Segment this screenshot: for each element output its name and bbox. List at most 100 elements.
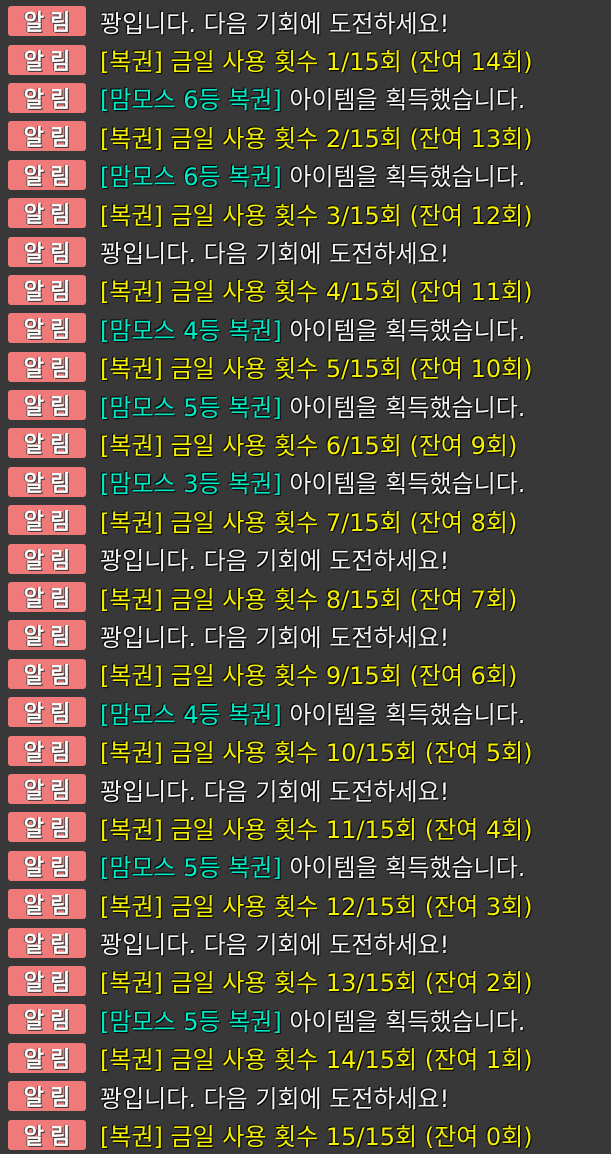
message-text: [맘모스 5등 복권] 아이템을 획득했습니다. (100, 848, 525, 883)
chat-message: 알림 [맘모스 4등 복권] 아이템을 획득했습니다. (0, 309, 611, 347)
item-acquired-text: 아이템을 획득했습니다. (281, 163, 526, 192)
chat-message: 알림 꽝입니다. 다음 기회에 도전하세요! (0, 539, 611, 577)
notice-badge: 알림 (8, 198, 86, 229)
chat-message: 알림 꽝입니다. 다음 기회에 도전하세요! (0, 232, 611, 270)
item-acquired-text: 아이템을 획득했습니다. (281, 470, 526, 499)
notice-badge: 알림 (8, 82, 86, 113)
item-acquired-text: 아이템을 획득했습니다. (281, 393, 526, 422)
notice-badge: 알림 (8, 850, 86, 881)
chat-message: 알림 [맘모스 4등 복권] 아이템을 획득했습니다. (0, 693, 611, 731)
notice-badge: 알림 (8, 965, 86, 996)
message-text: [맘모스 6등 복권] 아이템을 획득했습니다. (100, 157, 525, 192)
notice-badge: 알림 (8, 428, 86, 459)
notice-badge: 알림 (8, 390, 86, 421)
chat-message: 알림 [복권] 금일 사용 횟수 8/15회 (잔여 7회) (0, 578, 611, 616)
notice-badge: 알림 (8, 236, 86, 267)
chat-message: 알림 [복권] 금일 사용 횟수 14/15회 (잔여 1회) (0, 1039, 611, 1077)
notice-badge: 알림 (8, 1004, 86, 1035)
item-name: [맘모스 6등 복권] (100, 163, 282, 192)
notice-badge: 알림 (8, 1119, 86, 1150)
message-text: [복권] 금일 사용 횟수 3/15회 (잔여 12회) (100, 201, 533, 230)
message-text: [복권] 금일 사용 횟수 7/15회 (잔여 8회) (100, 508, 518, 537)
notice-badge: 알림 (8, 121, 86, 152)
item-name: [맘모스 6등 복권] (100, 86, 282, 115)
chat-message: 알림 [맘모스 5등 복권] 아이템을 획득했습니다. (0, 847, 611, 885)
item-acquired-text: 아이템을 획득했습니다. (281, 854, 526, 883)
notice-badge: 알림 (8, 466, 86, 497)
notice-badge: 알림 (8, 620, 86, 651)
chat-message: 알림 [맘모스 6등 복권] 아이템을 획득했습니다. (0, 156, 611, 194)
chat-message: 알림 [복권] 금일 사용 횟수 6/15회 (잔여 9회) (0, 424, 611, 462)
item-acquired-text: 아이템을 획득했습니다. (281, 316, 526, 345)
notice-badge: 알림 (8, 812, 86, 843)
notice-badge: 알림 (8, 582, 86, 613)
notice-badge: 알림 (8, 1042, 86, 1073)
chat-message: 알림 [복권] 금일 사용 횟수 7/15회 (잔여 8회) (0, 501, 611, 539)
item-name: [맘모스 4등 복권] (100, 700, 282, 729)
chat-message: 알림 [복권] 금일 사용 횟수 3/15회 (잔여 12회) (0, 194, 611, 232)
chat-message: 알림 [맘모스 5등 복권] 아이템을 획득했습니다. (0, 386, 611, 424)
notice-badge: 알림 (8, 774, 86, 804)
message-text: 꽝입니다. 다음 기회에 도전하세요! (100, 623, 450, 652)
message-text: [맘모스 5등 복권] 아이템을 획득했습니다. (100, 1002, 525, 1037)
chat-message: 알림 [복권] 금일 사용 횟수 15/15회 (잔여 0회) (0, 1115, 611, 1153)
message-text: [맘모스 4등 복권] 아이템을 획득했습니다. (100, 695, 525, 730)
item-acquired-text: 아이템을 획득했습니다. (281, 1007, 526, 1036)
message-text: [맘모스 6등 복권] 아이템을 획득했습니다. (100, 80, 525, 115)
notice-badge: 알림 (8, 927, 86, 958)
message-text: [맘모스 4등 복권] 아이템을 획득했습니다. (100, 311, 525, 346)
message-text: 꽝입니다. 다음 기회에 도전하세요! (100, 1084, 450, 1113)
chat-message: 알림 [복권] 금일 사용 횟수 10/15회 (잔여 5회) (0, 731, 611, 769)
item-acquired-text: 아이템을 획득했습니다. (281, 700, 526, 729)
notice-badge: 알림 (8, 735, 86, 766)
notice-badge: 알림 (8, 44, 86, 75)
chat-message: 알림 꽝입니다. 다음 기회에 도전하세요! (0, 923, 611, 961)
chat-message: 알림 [복권] 금일 사용 횟수 11/15회 (잔여 4회) (0, 808, 611, 846)
message-text: [복권] 금일 사용 횟수 8/15회 (잔여 7회) (100, 585, 518, 614)
message-text: [복권] 금일 사용 횟수 10/15회 (잔여 5회) (100, 739, 533, 768)
chat-message: 알림 [맘모스 5등 복권] 아이템을 획득했습니다. (0, 1000, 611, 1038)
message-text: [복권] 금일 사용 횟수 1/15회 (잔여 14회) (100, 48, 533, 77)
message-text: 꽝입니다. 다음 기회에 도전하세요! (100, 777, 450, 806)
notice-badge: 알림 (8, 1081, 86, 1112)
notice-badge: 알림 (8, 6, 86, 37)
chat-message: 알림 꽝입니다. 다음 기회에 도전하세요! (0, 770, 611, 808)
item-acquired-text: 아이템을 획득했습니다. (281, 86, 526, 115)
notice-badge: 알림 (8, 274, 86, 305)
message-text: [복권] 금일 사용 횟수 5/15회 (잔여 10회) (100, 355, 533, 384)
message-text: 꽝입니다. 다음 기회에 도전하세요! (100, 240, 450, 269)
chat-message: 알림 [복권] 금일 사용 횟수 13/15회 (잔여 2회) (0, 962, 611, 1000)
item-name: [맘모스 5등 복권] (100, 1007, 282, 1036)
chat-message: 알림 꽝입니다. 다음 기회에 도전하세요! (0, 1077, 611, 1115)
message-text: [복권] 금일 사용 횟수 11/15회 (잔여 4회) (100, 815, 533, 844)
message-text: [복권] 금일 사용 횟수 13/15회 (잔여 2회) (100, 969, 533, 998)
chat-message: 알림 꽝입니다. 다음 기회에 도전하세요! (0, 616, 611, 654)
chat-message: 알림 [복권] 금일 사용 횟수 1/15회 (잔여 14회) (0, 40, 611, 78)
chat-message: 알림 꽝입니다. 다음 기회에 도전하세요! (0, 2, 611, 40)
item-name: [맘모스 5등 복권] (100, 854, 282, 883)
chat-message: 알림 [복권] 금일 사용 횟수 9/15회 (잔여 6회) (0, 655, 611, 693)
chat-message: 알림 [복권] 금일 사용 횟수 5/15회 (잔여 10회) (0, 348, 611, 386)
message-text: 꽝입니다. 다음 기회에 도전하세요! (100, 547, 450, 576)
message-text: [복권] 금일 사용 횟수 12/15회 (잔여 3회) (100, 892, 533, 921)
item-name: [맘모스 3등 복권] (100, 470, 282, 499)
message-text: [복권] 금일 사용 횟수 14/15회 (잔여 1회) (100, 1046, 533, 1075)
notice-badge: 알림 (8, 889, 86, 920)
message-text: [복권] 금일 사용 횟수 6/15회 (잔여 9회) (100, 431, 518, 460)
message-text: [맘모스 3등 복권] 아이템을 획득했습니다. (100, 464, 525, 499)
chat-message: 알림 [맘모스 6등 복권] 아이템을 획득했습니다. (0, 79, 611, 117)
message-text: 꽝입니다. 다음 기회에 도전하세요! (100, 9, 450, 38)
chat-message: 알림 [복권] 금일 사용 횟수 4/15회 (잔여 11회) (0, 271, 611, 309)
notice-badge: 알림 (8, 159, 86, 190)
message-text: [맘모스 5등 복권] 아이템을 획득했습니다. (100, 388, 525, 423)
chat-message: 알림 [복권] 금일 사용 횟수 2/15회 (잔여 13회) (0, 117, 611, 155)
message-text: [복권] 금일 사용 횟수 15/15회 (잔여 0회) (100, 1123, 533, 1152)
item-name: [맘모스 4등 복권] (100, 316, 282, 345)
message-text: [복권] 금일 사용 횟수 4/15회 (잔여 11회) (100, 278, 533, 307)
notice-badge: 알림 (8, 658, 86, 689)
message-text: [복권] 금일 사용 횟수 9/15회 (잔여 6회) (100, 662, 518, 691)
notice-badge: 알림 (8, 697, 86, 728)
notice-badge: 알림 (8, 313, 86, 344)
chat-message: 알림 [맘모스 3등 복권] 아이템을 획득했습니다. (0, 463, 611, 501)
